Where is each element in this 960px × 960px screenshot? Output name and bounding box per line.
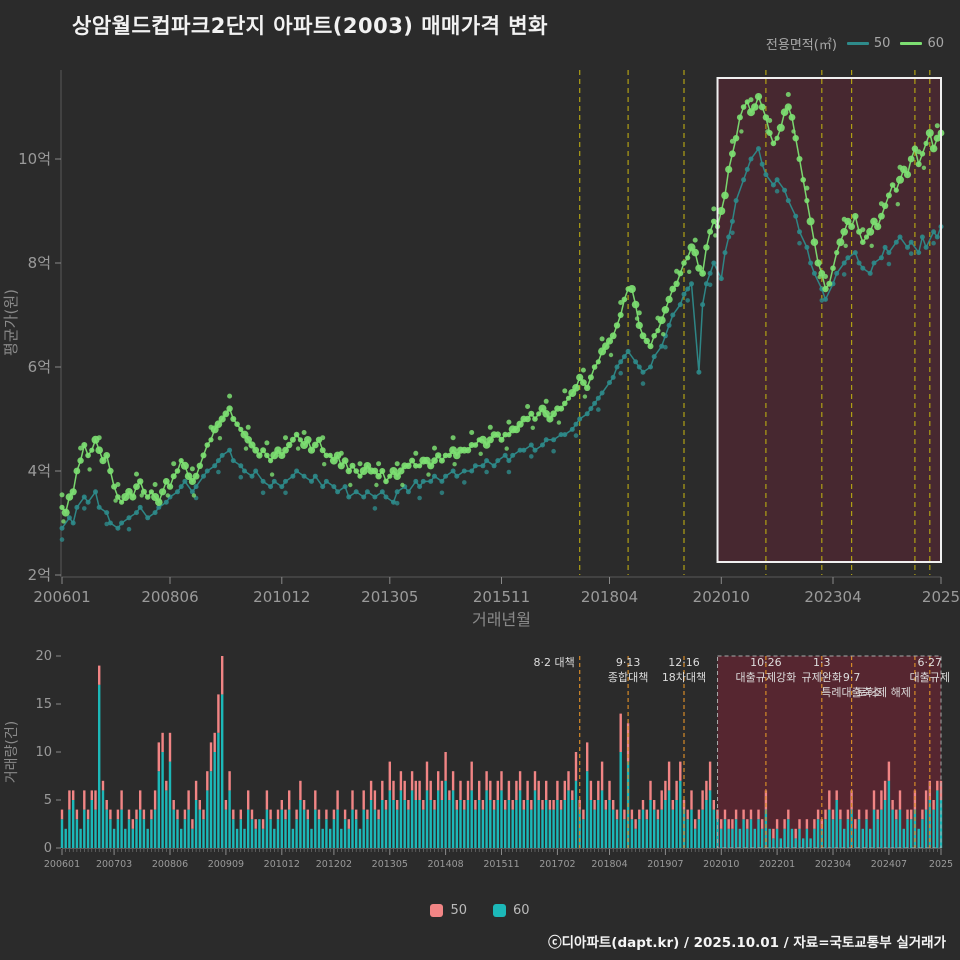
svg-text:201012: 201012 bbox=[253, 588, 310, 606]
area-legend-label: 전용면적(㎡) bbox=[765, 38, 837, 53]
volume-legend-label-60: 60 bbox=[513, 903, 530, 918]
svg-text:1·3: 1·3 bbox=[813, 656, 831, 669]
legend-line-50-icon bbox=[846, 42, 869, 45]
svg-text:10: 10 bbox=[35, 745, 52, 760]
volume-legend-item-50: 50 bbox=[430, 903, 467, 918]
svg-text:6억: 6억 bbox=[28, 358, 51, 376]
svg-text:토허제 해제: 토허제 해제 bbox=[857, 685, 911, 699]
svg-text:202010: 202010 bbox=[693, 588, 750, 606]
svg-text:201702: 201702 bbox=[539, 859, 575, 870]
svg-text:201305: 201305 bbox=[361, 588, 418, 606]
legend-label-50: 50 bbox=[873, 36, 891, 51]
svg-text:18차대책: 18차대책 bbox=[662, 671, 706, 684]
legend-line-60-icon bbox=[900, 42, 923, 45]
svg-text:거래년월: 거래년월 bbox=[472, 610, 531, 629]
volume-legend: 50 60 bbox=[0, 903, 960, 918]
svg-text:10·26: 10·26 bbox=[750, 656, 782, 669]
svg-text:2025: 2025 bbox=[922, 588, 960, 606]
svg-text:2억: 2억 bbox=[28, 566, 51, 584]
svg-text:종합대책: 종합대책 bbox=[608, 671, 648, 684]
svg-text:6·27: 6·27 bbox=[918, 656, 943, 669]
svg-text:201012: 201012 bbox=[264, 859, 300, 870]
svg-text:9·13: 9·13 bbox=[616, 656, 641, 669]
svg-text:201804: 201804 bbox=[581, 588, 638, 606]
legend-item-60: 60 bbox=[900, 36, 944, 51]
svg-text:201511: 201511 bbox=[473, 588, 530, 606]
svg-text:4억: 4억 bbox=[28, 462, 51, 480]
svg-text:201511: 201511 bbox=[483, 859, 519, 870]
volume-legend-label-50: 50 bbox=[450, 903, 467, 918]
volume-swatch-50-icon bbox=[430, 904, 444, 917]
svg-text:거래량(건): 거래량(건) bbox=[4, 721, 20, 783]
svg-text:대출규제: 대출규제 bbox=[910, 671, 950, 684]
svg-text:201907: 201907 bbox=[647, 859, 683, 870]
svg-text:202304: 202304 bbox=[804, 588, 861, 606]
svg-text:8·2 대책: 8·2 대책 bbox=[533, 656, 574, 669]
svg-text:200703: 200703 bbox=[96, 859, 132, 870]
svg-text:201408: 201408 bbox=[427, 859, 463, 870]
price-chart: 200601 200806 201012 201305 201511 201804 2020… bbox=[2, 70, 960, 629]
volume-legend-item-60: 60 bbox=[493, 903, 530, 918]
page-title: 상암월드컵파크2단지 아파트(2003) 매매가격 변화 bbox=[72, 14, 548, 38]
svg-text:평균가(원): 평균가(원) bbox=[2, 289, 20, 356]
svg-text:201202: 201202 bbox=[316, 859, 352, 870]
svg-text:202201: 202201 bbox=[759, 859, 795, 870]
svg-text:12·16: 12·16 bbox=[668, 656, 700, 669]
svg-text:특례대출축소: 특례대출축소 bbox=[821, 686, 882, 699]
area-legend: 전용면적(㎡) 50 60 bbox=[766, 34, 944, 53]
svg-text:200601: 200601 bbox=[44, 859, 80, 870]
svg-text:10억: 10억 bbox=[18, 150, 51, 168]
svg-text:15: 15 bbox=[35, 697, 52, 712]
svg-text:200601: 200601 bbox=[33, 588, 90, 606]
svg-text:2025: 2025 bbox=[929, 859, 953, 870]
volume-swatch-60-icon bbox=[493, 904, 506, 917]
svg-text:200806: 200806 bbox=[152, 859, 188, 870]
credit-line: ⓒ디아파트(dapt.kr) / 2025.10.01 / 자료=국토교통부 실… bbox=[548, 935, 946, 951]
svg-text:202304: 202304 bbox=[815, 859, 851, 870]
svg-text:20: 20 bbox=[35, 649, 52, 664]
legend-item-50: 50 bbox=[846, 36, 891, 51]
svg-text:202010: 202010 bbox=[703, 859, 739, 870]
svg-text:200909: 200909 bbox=[208, 859, 244, 870]
svg-text:8억: 8억 bbox=[28, 254, 51, 272]
svg-text:5: 5 bbox=[44, 793, 52, 808]
svg-text:202407: 202407 bbox=[871, 859, 907, 870]
svg-text:201305: 201305 bbox=[372, 859, 408, 870]
legend-label-60: 60 bbox=[927, 36, 944, 51]
svg-text:대출규제강화: 대출규제강화 bbox=[736, 671, 797, 684]
svg-text:201804: 201804 bbox=[591, 859, 627, 870]
svg-text:9·7: 9·7 bbox=[843, 671, 861, 684]
svg-text:규제완화: 규제완화 bbox=[802, 671, 842, 684]
volume-chart: 8·2 대책 9·13 종합대책 12·16 18차대책 10·26 대출규제강화 1·3 규제… bbox=[4, 649, 953, 870]
svg-text:200806: 200806 bbox=[141, 588, 198, 606]
svg-text:0: 0 bbox=[44, 841, 52, 856]
